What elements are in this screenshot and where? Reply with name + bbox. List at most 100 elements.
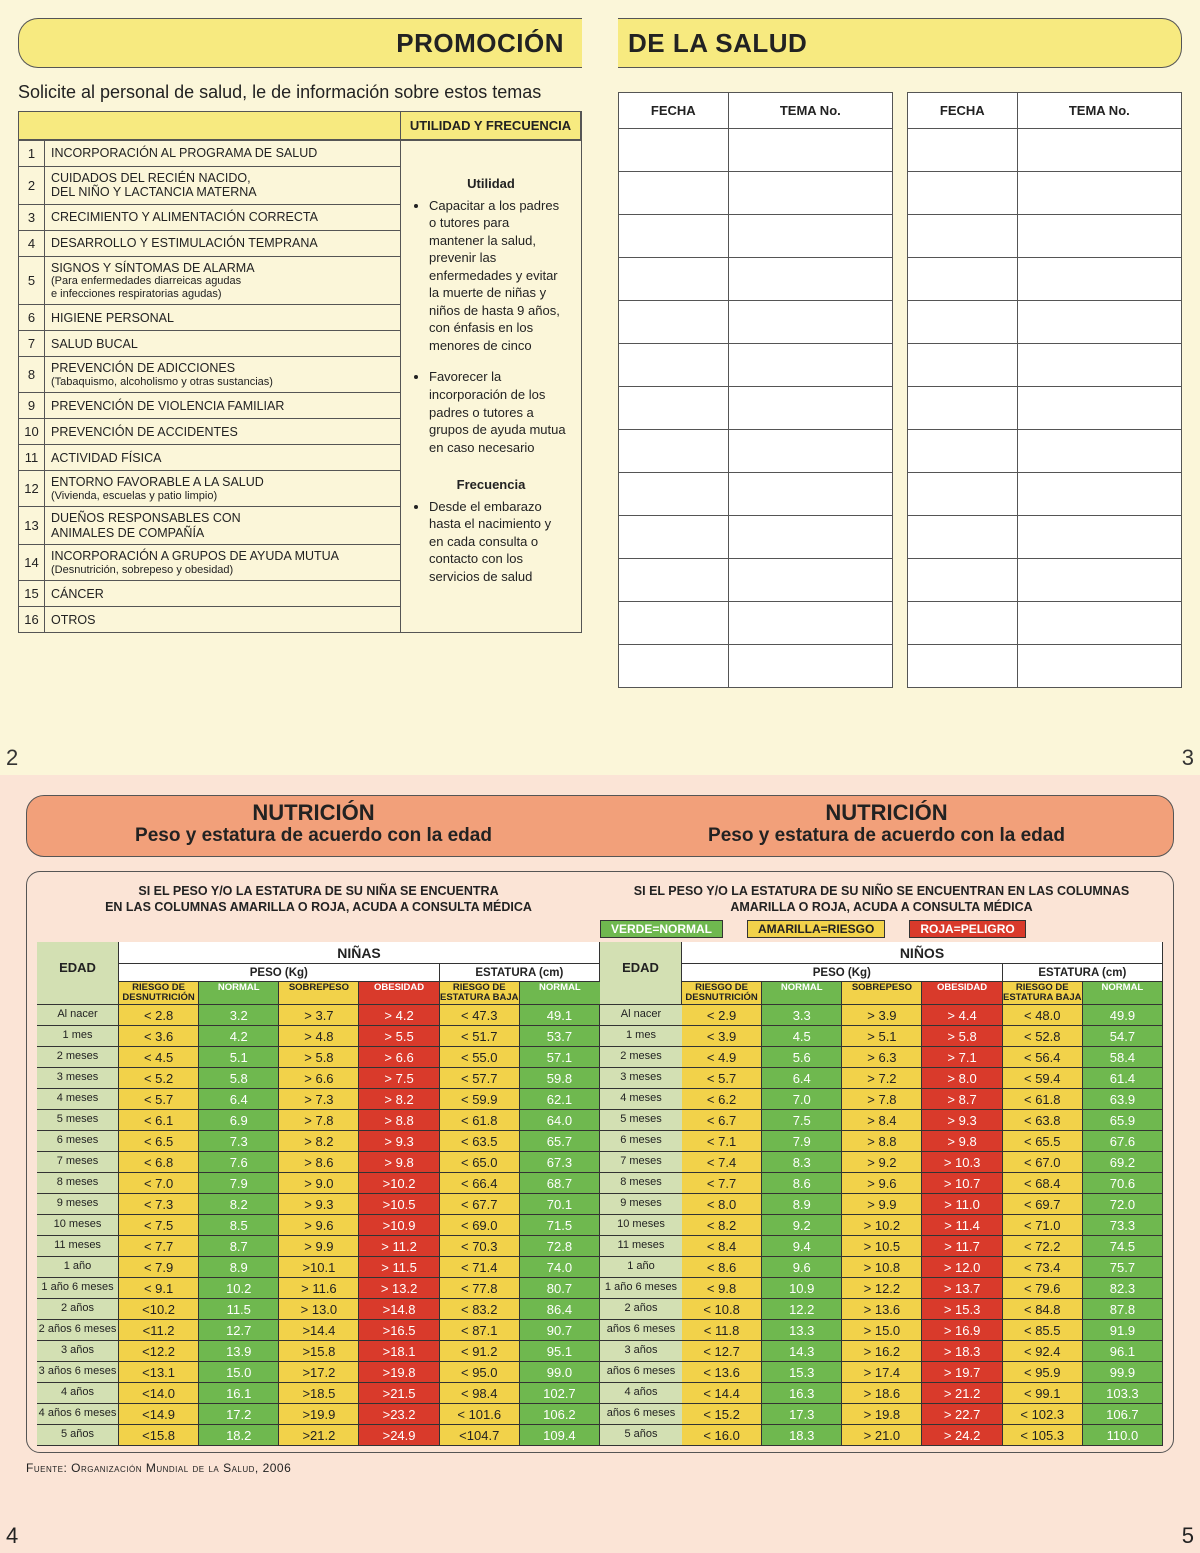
log-cell[interactable] [1017, 215, 1181, 258]
log-cell[interactable] [728, 602, 892, 645]
nut-cell: 1 año 6 meses [37, 1278, 119, 1299]
log-cell[interactable] [619, 258, 729, 301]
nut-cell: < 65.0 [440, 1152, 520, 1173]
nut-cell: < 8.6 [682, 1257, 762, 1278]
log-cell[interactable] [728, 473, 892, 516]
nut-cell: 6.9 [199, 1110, 279, 1131]
log-cell[interactable] [619, 172, 729, 215]
nut-cell: años 6 meses [600, 1404, 682, 1425]
log-cell[interactable] [619, 387, 729, 430]
log-cell[interactable] [908, 387, 1018, 430]
nut-cell: < 67.0 [1003, 1152, 1083, 1173]
log-cell[interactable] [908, 301, 1018, 344]
log-cell[interactable] [908, 430, 1018, 473]
nut-cell: 8 meses [37, 1173, 119, 1194]
log-body-2 [908, 129, 1182, 688]
nut-cell: NORMAL [520, 982, 600, 1005]
nut-cell: 64.0 [520, 1110, 600, 1131]
nut-cell: 7.3 [199, 1131, 279, 1152]
log-cell[interactable] [619, 301, 729, 344]
nut-cell: 59.8 [520, 1068, 600, 1089]
log-cell[interactable] [1017, 645, 1181, 688]
nut-cell: 2 años [600, 1299, 682, 1320]
log-cell[interactable] [728, 387, 892, 430]
nut-cell: EDAD [37, 942, 119, 1005]
nut-cell: < 51.7 [440, 1026, 520, 1047]
log-cell[interactable] [728, 215, 892, 258]
log-cell[interactable] [1017, 344, 1181, 387]
nut-cell: > 10.3 [922, 1152, 1002, 1173]
log-cell[interactable] [908, 172, 1018, 215]
log-cell[interactable] [728, 559, 892, 602]
log-cell[interactable] [908, 645, 1018, 688]
log-cell[interactable] [1017, 129, 1181, 172]
log-cell[interactable] [728, 516, 892, 559]
log-cell[interactable] [1017, 559, 1181, 602]
nut-cell: < 7.7 [119, 1236, 199, 1257]
log-cell[interactable] [1017, 172, 1181, 215]
nut-cell: 11.5 [199, 1299, 279, 1320]
log-cell[interactable] [728, 301, 892, 344]
topic-num: 15 [19, 580, 45, 606]
log-cell[interactable] [619, 430, 729, 473]
nut-cell: < 102.3 [1003, 1404, 1083, 1425]
nut-cell: > 8.7 [922, 1089, 1002, 1110]
log-cell[interactable] [619, 344, 729, 387]
nut-cell: < 61.8 [440, 1110, 520, 1131]
nut-cell: 10.2 [199, 1278, 279, 1299]
log-cell[interactable] [619, 645, 729, 688]
nut-cell: < 98.4 [440, 1383, 520, 1404]
log-cell[interactable] [908, 559, 1018, 602]
log-cell[interactable] [1017, 516, 1181, 559]
log-cell[interactable] [908, 516, 1018, 559]
nut-cell: 9.6 [762, 1257, 842, 1278]
nut-cell: < 13.6 [682, 1362, 762, 1383]
log-cell[interactable] [619, 602, 729, 645]
log-cell[interactable] [728, 430, 892, 473]
nut-cell: 6 meses [37, 1131, 119, 1152]
log-cell[interactable] [619, 215, 729, 258]
log-cell[interactable] [908, 258, 1018, 301]
utility-h2: Frecuencia [415, 476, 567, 494]
nut-cell: 13.9 [199, 1341, 279, 1362]
nut-cell: 10 meses [37, 1215, 119, 1236]
log-cell[interactable] [1017, 430, 1181, 473]
nut-cell: >10.5 [359, 1194, 439, 1215]
log-cell[interactable] [619, 473, 729, 516]
log-cell[interactable] [908, 602, 1018, 645]
log-cell[interactable] [728, 172, 892, 215]
nut-cell: 3 años [37, 1341, 119, 1362]
log-cell[interactable] [1017, 258, 1181, 301]
log-cell[interactable] [908, 473, 1018, 516]
nut-cell: 4 meses [37, 1089, 119, 1110]
log-cell[interactable] [1017, 602, 1181, 645]
nut-cell: RIESGO DEESTATURA BAJA [1003, 982, 1083, 1005]
log-cell[interactable] [728, 344, 892, 387]
log-cell[interactable] [619, 516, 729, 559]
nut-cell: 99.9 [1083, 1362, 1163, 1383]
log-cell[interactable] [728, 645, 892, 688]
nut-cell: 53.7 [520, 1026, 600, 1047]
log-cell[interactable] [1017, 387, 1181, 430]
nut-cell: 5.6 [762, 1047, 842, 1068]
log-cell[interactable] [908, 129, 1018, 172]
log-cell[interactable] [619, 559, 729, 602]
nut-cell: < 5.7 [682, 1068, 762, 1089]
topic-num: 7 [19, 330, 45, 356]
log-cell[interactable] [619, 129, 729, 172]
log-cell[interactable] [908, 215, 1018, 258]
log-cell[interactable] [728, 258, 892, 301]
nut-cell: < 70.3 [440, 1236, 520, 1257]
nut-cell: < 95.0 [440, 1362, 520, 1383]
log-cell[interactable] [728, 129, 892, 172]
log-cell[interactable] [908, 344, 1018, 387]
log-cell[interactable] [1017, 473, 1181, 516]
nut-cell: 4.2 [199, 1026, 279, 1047]
warn-right: SI EL PESO Y/O LA ESTATURA DE SU NIÑO SE… [600, 882, 1163, 917]
log-cell[interactable] [1017, 301, 1181, 344]
nut-cell: 74.5 [1083, 1236, 1163, 1257]
topic-cell: SIGNOS Y SÍNTOMAS DE ALARMA(Para enferme… [45, 256, 401, 305]
nut-cell: NIÑOS [682, 942, 1163, 964]
nut-cell: RIESGO DEDESNUTRICIÓN [119, 982, 199, 1005]
nut-cell: > 4.4 [922, 1005, 1002, 1026]
